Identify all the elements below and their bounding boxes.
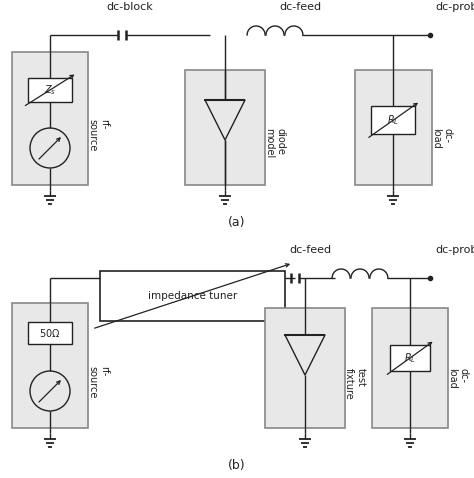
Text: dc-probe: dc-probe — [435, 2, 474, 12]
Bar — [12, 303, 88, 428]
Bar — [372, 106, 416, 134]
Bar — [390, 345, 430, 371]
Text: dc-
load: dc- load — [447, 368, 469, 389]
Text: dc-probe: dc-probe — [435, 245, 474, 255]
Text: dc-
load: dc- load — [431, 128, 453, 148]
Text: dc-feed: dc-feed — [289, 245, 331, 255]
Bar — [100, 271, 285, 321]
Bar — [28, 78, 72, 102]
Text: rf-
source: rf- source — [87, 366, 109, 398]
Text: test
fixture: test fixture — [344, 368, 366, 400]
Bar — [185, 70, 265, 185]
Text: dc-block: dc-block — [107, 2, 154, 12]
Text: dc-feed: dc-feed — [279, 2, 321, 12]
Text: (a): (a) — [228, 216, 246, 228]
Text: $Z_s$: $Z_s$ — [44, 83, 56, 97]
Bar — [355, 70, 432, 185]
Text: rf-
source: rf- source — [87, 119, 109, 151]
Text: (b): (b) — [228, 458, 246, 471]
Text: diode
model: diode model — [264, 128, 286, 158]
Text: $R_L$: $R_L$ — [404, 351, 416, 365]
Bar — [12, 52, 88, 185]
Bar — [372, 308, 448, 428]
Bar — [265, 308, 345, 428]
Text: impedance tuner: impedance tuner — [148, 291, 237, 301]
Bar — [28, 322, 72, 344]
Text: 50$\Omega$: 50$\Omega$ — [39, 327, 61, 339]
Text: $R_L$: $R_L$ — [387, 113, 400, 127]
